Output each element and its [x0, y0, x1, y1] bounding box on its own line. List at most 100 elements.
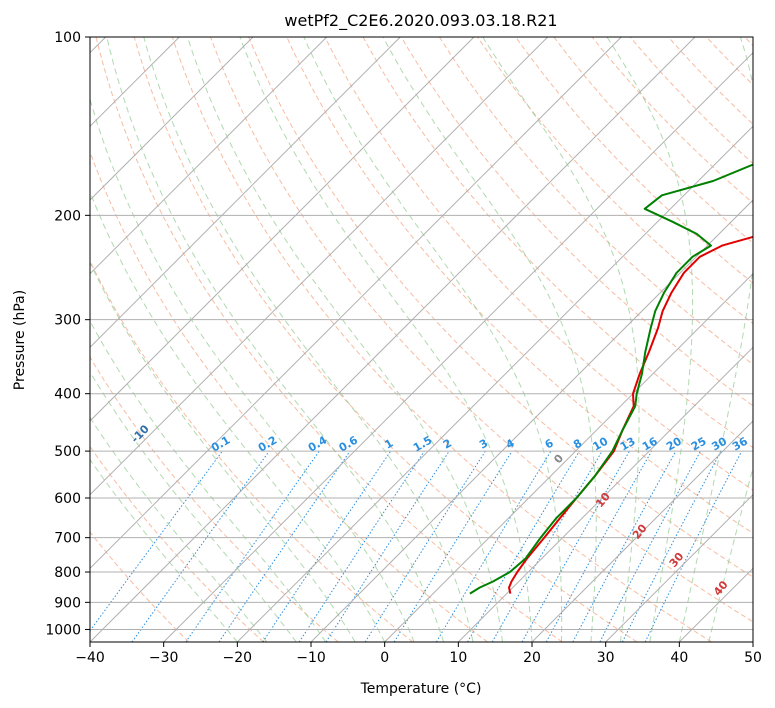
dry-adiabat: [171, 37, 712, 642]
mixing-ratio-line: [298, 450, 425, 642]
y-tick-label: 100: [54, 30, 81, 46]
mixing-ratio-line: [644, 450, 743, 642]
x-tick-label: 20: [523, 650, 541, 666]
moist-adiabat: [90, 190, 386, 642]
y-tick-label: 600: [54, 491, 81, 507]
y-tick-label: 1000: [45, 622, 81, 638]
dry-adiabat: [438, 37, 753, 366]
moist-adiabat: [106, 37, 445, 642]
mixing-ratio-line: [572, 450, 677, 642]
isotherm: [384, 272, 753, 642]
x-tick-label: 50: [744, 650, 762, 666]
dry-adiabat-label: -10: [129, 422, 152, 445]
isotherm: [236, 125, 753, 642]
moist-adiabat: [90, 416, 268, 642]
y-tick-label: 700: [54, 531, 81, 547]
dry-adiabat: [90, 356, 339, 642]
isotherm: [90, 37, 696, 642]
isotherm: [90, 37, 475, 422]
mixing-ratio-line: [185, 450, 320, 642]
moist-adiabat: [187, 37, 503, 642]
moist-adiabat: [708, 465, 753, 642]
moist-adiabat: [678, 37, 753, 642]
mixing-ratio-line: [599, 450, 701, 642]
y-tick-label: 300: [54, 313, 81, 329]
x-axis-ticks: −40 −30 −20 −10 0 10 20 30 40 50: [75, 642, 762, 666]
dry-adiabat: [90, 259, 414, 642]
dry-adiabat: [95, 37, 563, 642]
mixing-ratio-line: [467, 450, 580, 642]
dry-adiabat: [706, 37, 753, 86]
moist-adiabat: [90, 320, 327, 642]
dry-adiabat: [553, 37, 753, 244]
isotherm: [90, 37, 401, 349]
background-lines: [90, 37, 753, 642]
mixing-ratio-line: [621, 450, 722, 642]
mixing-ratio-line: [218, 450, 351, 642]
dry-adiabat: [362, 37, 753, 449]
moist-adiabat: [606, 37, 694, 642]
dry-adiabat: [133, 37, 638, 642]
isotherm: [90, 37, 549, 496]
mixing-ratio-line: [90, 450, 223, 632]
isotherm: [90, 37, 328, 275]
dewpoint-line: [469, 163, 753, 595]
temperature-line: [508, 235, 753, 594]
isotherm: [531, 420, 753, 642]
moist-adiabat: [303, 37, 563, 642]
x-tick-label: 10: [449, 650, 467, 666]
y-tick-label: 400: [54, 387, 81, 403]
mixing-ratio-line: [262, 450, 392, 642]
dry-adiabat: [591, 37, 753, 204]
moist-adiabat: [90, 261, 356, 642]
moist-adiabat: [382, 37, 597, 642]
dry-adiabat: [744, 37, 753, 47]
profile-series: [469, 163, 753, 595]
mixing-ratio-line: [325, 450, 450, 642]
x-tick-label: −20: [223, 650, 253, 666]
chart-title: wetPf2_C2E6.2020.093.03.18.R21: [284, 11, 557, 31]
mixing-ratio-label: 4: [504, 436, 517, 451]
isotherm: [678, 567, 753, 642]
mixing-ratio-line: [393, 450, 513, 642]
isotherm: [90, 37, 254, 201]
y-tick-label: 800: [54, 565, 81, 581]
y-tick-label: 200: [54, 208, 81, 224]
y-axis-ticks: 1000 900 800 700 600 500 400 300 200 100: [45, 30, 90, 638]
x-tick-label: 30: [597, 650, 615, 666]
x-axis-label: Temperature (°C): [360, 681, 482, 697]
dry-adiabat: [248, 37, 753, 578]
mixing-ratio-label: 1: [382, 437, 395, 452]
mixing-ratio-line: [521, 450, 630, 642]
isotherm: [605, 493, 753, 642]
dry-adiabat: [90, 531, 190, 642]
y-tick-label: 500: [54, 444, 81, 460]
isotherm: [457, 346, 753, 642]
mixing-ratio-line: [131, 450, 270, 642]
isotherm: [752, 641, 753, 642]
moist-adiabat: [90, 370, 297, 642]
moist-adiabat: [90, 458, 238, 642]
moist-adiabat: [143, 37, 474, 642]
y-axis-label: Pressure (hPa): [12, 290, 28, 390]
dry-adiabat: [210, 37, 753, 623]
isotherm: [163, 51, 753, 642]
pressure-gridlines: [90, 37, 753, 630]
dry-adiabat: [668, 37, 753, 125]
dry-adiabat: [324, 37, 753, 491]
plot-frame: [89, 36, 754, 643]
moist-adiabat: [482, 37, 640, 642]
dry-adiabat: [90, 150, 488, 642]
isotherm: [90, 37, 622, 570]
mixing-ratio-label: 6: [543, 436, 556, 451]
moist-adiabat-label: 0: [551, 452, 566, 466]
isotherm: [310, 199, 753, 642]
y-tick-label: 900: [54, 595, 81, 611]
dry-adiabat: [400, 37, 753, 407]
dry-adiabat: [90, 445, 264, 642]
mixing-ratio-line: [545, 450, 653, 642]
moist-adiabat: [239, 37, 533, 642]
x-tick-label: 40: [670, 650, 688, 666]
x-tick-label: 0: [380, 650, 389, 666]
